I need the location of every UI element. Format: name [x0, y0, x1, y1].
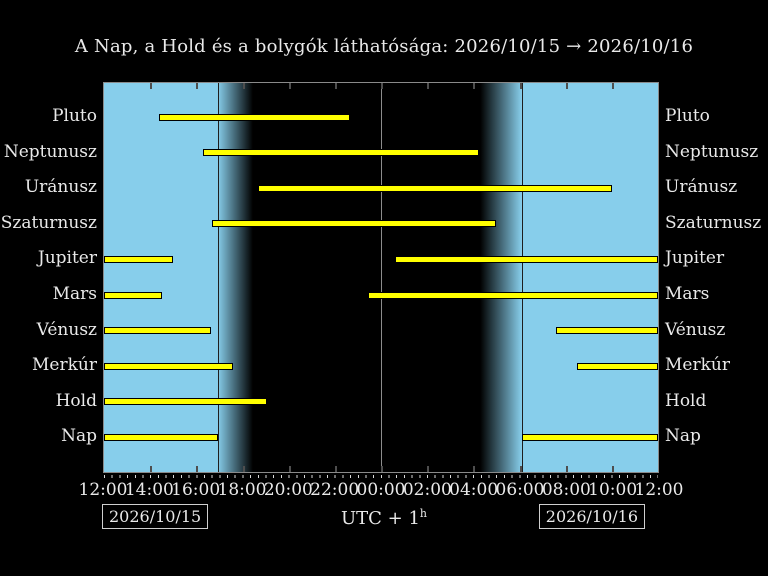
row-label-right-szaturnusz: Szaturnusz — [665, 212, 762, 233]
major-tick-top — [288, 83, 291, 89]
visibility-bar-neptunusz — [203, 149, 480, 157]
x-tick-label: 04:00 — [449, 480, 499, 500]
visibility-bar-jupiter — [394, 255, 658, 263]
x-tick-label: 18:00 — [217, 480, 267, 500]
row-label-left-jupiter: Jupiter — [37, 248, 97, 269]
row-label-right-mars: Mars — [665, 284, 710, 304]
timezone-label: UTC + 1h — [340, 507, 428, 529]
visibility-bar-pluto — [159, 113, 350, 121]
row-label-left-mars: Mars — [52, 284, 97, 304]
row-label-left-szaturnusz: Szaturnusz — [0, 212, 97, 233]
row-label-left-hold: Hold — [55, 390, 97, 411]
major-tick-bottom — [334, 466, 337, 472]
visibility-bar-merkur — [577, 362, 658, 370]
row-label-left-nap: Nap — [61, 426, 97, 447]
major-tick-top — [519, 83, 522, 89]
x-tick-label: 08:00 — [541, 480, 591, 500]
visibility-bar-jupiter — [104, 255, 174, 263]
x-tick-label: 12:00 — [78, 480, 128, 500]
row-label-left-pluto: Pluto — [52, 106, 97, 126]
date-box-end: 2026/10/16 — [538, 504, 645, 529]
major-tick-top — [427, 83, 430, 89]
row-label-right-jupiter: Jupiter — [665, 248, 725, 269]
major-tick-bottom — [519, 466, 522, 472]
plot-frame — [103, 82, 659, 473]
row-label-left-merkur: Merkúr — [32, 355, 97, 376]
row-label-right-nap: Nap — [665, 426, 701, 447]
visibility-bar-uranusz — [257, 184, 612, 192]
visibility-bar-nap — [521, 433, 658, 441]
x-tick-label: 22:00 — [310, 480, 360, 500]
visibility-bar-hold — [104, 398, 267, 406]
row-label-right-venusz: Vénusz — [665, 319, 726, 340]
x-tick-label: 12:00 — [634, 480, 684, 500]
row-label-right-hold: Hold — [665, 390, 707, 411]
plot-area — [104, 83, 658, 472]
major-tick-bottom — [473, 466, 476, 472]
major-tick-bottom — [565, 466, 568, 472]
major-tick-bottom — [196, 466, 199, 472]
major-tick-bottom — [242, 466, 245, 472]
row-label-right-pluto: Pluto — [665, 106, 710, 126]
row-label-left-venusz: Vénusz — [36, 319, 97, 340]
x-tick-label: 20:00 — [263, 480, 313, 500]
chart-title: A Nap, a Hold és a bolygók láthatósága: … — [74, 36, 694, 57]
major-tick-top — [565, 83, 568, 89]
row-label-right-uranusz: Uránusz — [665, 177, 738, 198]
major-tick-bottom — [427, 466, 430, 472]
visibility-bar-nap — [104, 433, 218, 441]
row-label-left-uranusz: Uránusz — [24, 177, 97, 198]
visibility-bar-szaturnusz — [212, 220, 497, 228]
x-axis-minor-ticks — [104, 475, 658, 478]
visibility-bar-mars — [368, 291, 658, 299]
row-label-right-merkur: Merkúr — [665, 355, 730, 376]
midnight-line — [381, 83, 382, 472]
visibility-bar-merkur — [104, 362, 234, 370]
major-tick-bottom — [381, 466, 383, 472]
major-tick-top — [381, 83, 383, 89]
x-tick-label: 00:00 — [356, 480, 406, 500]
major-tick-top — [334, 83, 337, 89]
x-tick-label: 10:00 — [588, 480, 638, 500]
major-tick-top — [196, 83, 199, 89]
major-tick-bottom — [288, 466, 291, 472]
y-axis-labels-left: Pluto Neptunusz Uránusz Szaturnusz Jupiter Ma… — [0, 82, 97, 473]
major-tick-bottom — [611, 466, 614, 472]
x-tick-label: 06:00 — [495, 480, 545, 500]
sunset-line — [217, 83, 219, 472]
major-tick-bottom — [150, 466, 153, 472]
visibility-bar-mars — [104, 291, 162, 299]
major-tick-top — [473, 83, 476, 89]
date-box-start: 2026/10/15 — [102, 504, 209, 529]
major-tick-top — [242, 83, 245, 89]
x-axis-labels: 12:00 14:00 16:00 18:00 20:00 22:00 00:00 02:00… — [79, 480, 684, 500]
x-tick-label: 02:00 — [402, 480, 452, 500]
row-label-right-neptunusz: Neptunusz — [665, 141, 759, 162]
row-label-left-neptunusz: Neptunusz — [3, 141, 97, 162]
x-tick-label: 16:00 — [171, 480, 221, 500]
visibility-bar-venusz — [556, 327, 658, 335]
major-tick-top — [150, 83, 153, 89]
y-axis-labels-right: Pluto Neptunusz Uránusz Szaturnusz Jupiter Ma… — [665, 82, 768, 473]
sunrise-line — [521, 83, 523, 472]
major-tick-top — [611, 83, 614, 89]
visibility-bar-venusz — [104, 327, 212, 335]
x-tick-label: 14:00 — [124, 480, 174, 500]
